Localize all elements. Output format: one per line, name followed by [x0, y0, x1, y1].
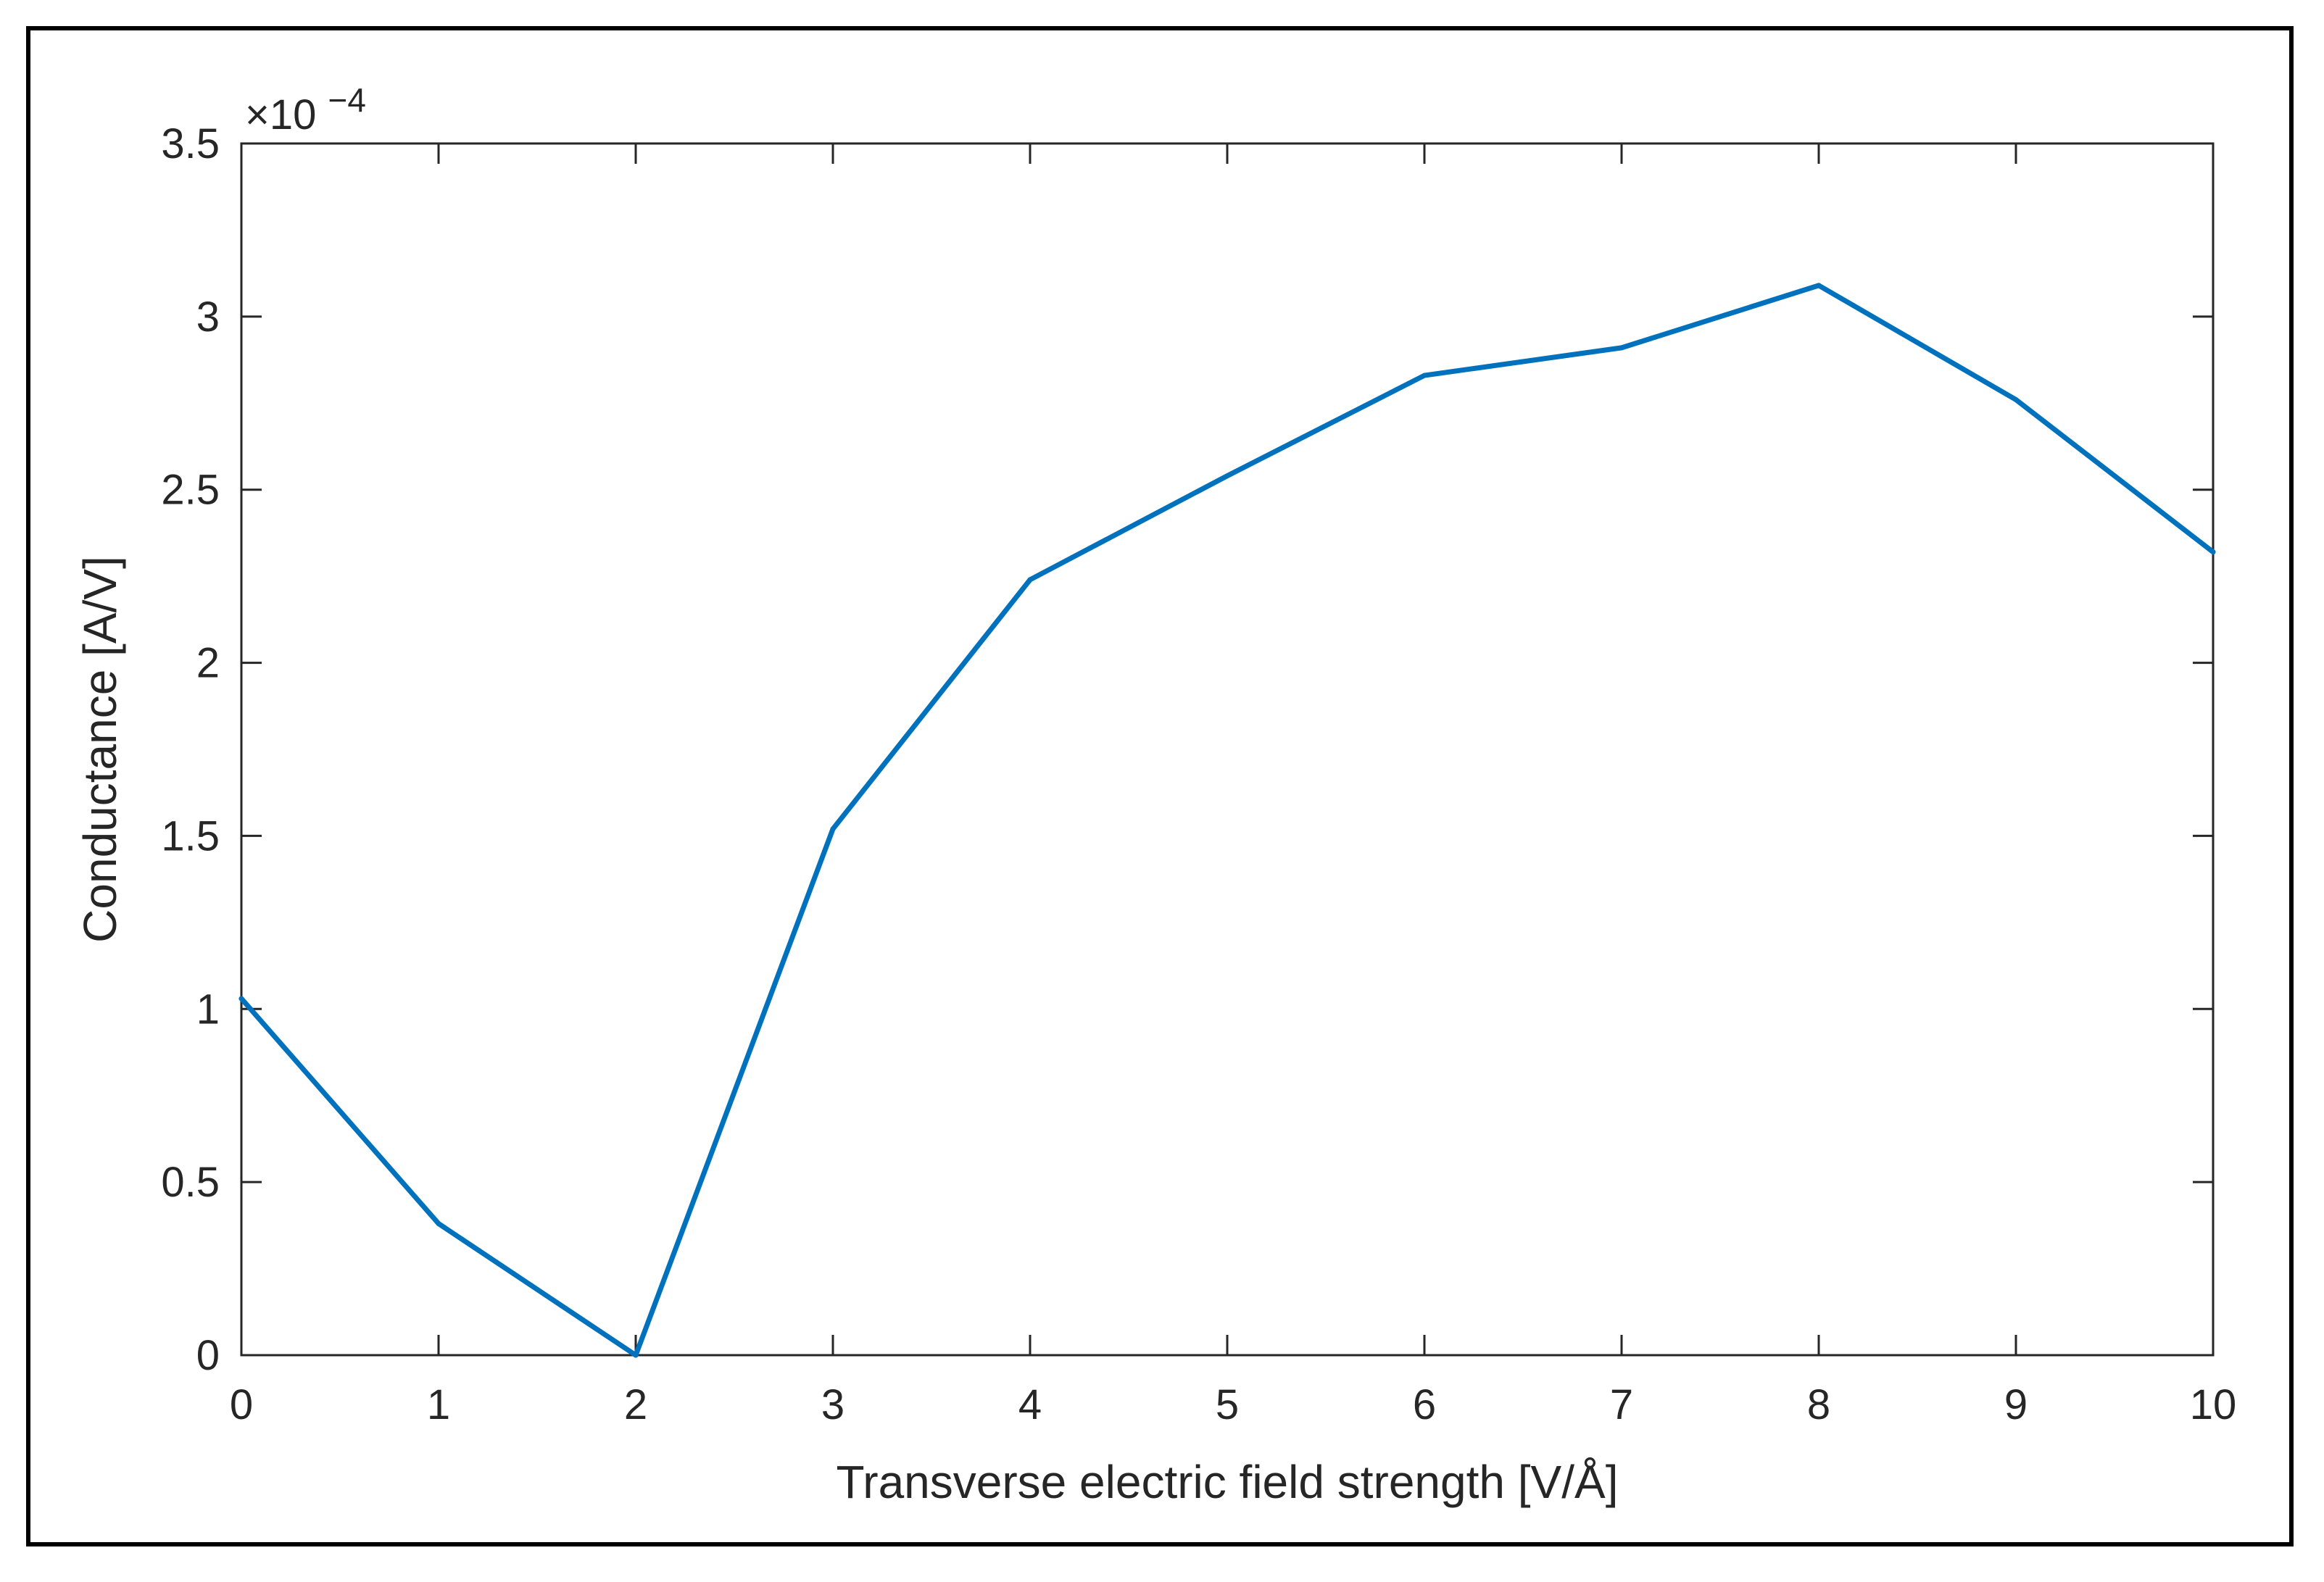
x-tick-label: 1 — [427, 1381, 450, 1428]
x-tick-label: 7 — [1610, 1381, 1633, 1428]
data-point — [633, 1352, 639, 1358]
data-point — [830, 826, 836, 832]
series-layer — [238, 283, 2216, 1358]
x-axis-title: Transverse electric field strength [V/Å] — [837, 1456, 1619, 1508]
plot-box — [240, 142, 2215, 1357]
data-point — [1422, 372, 1427, 378]
x-tick-label: 2 — [624, 1381, 647, 1428]
y-tick-label: 2 — [196, 640, 220, 687]
y-exponent-prefix: ×10 — [245, 91, 316, 138]
data-point — [1027, 577, 1033, 583]
data-point — [2013, 397, 2019, 403]
x-tick-label: 0 — [230, 1381, 253, 1428]
y-axis-title: Conductance [A/V] — [74, 556, 126, 943]
y-tick-label: 3 — [196, 293, 220, 341]
data-point — [1619, 345, 1624, 351]
data-point — [1224, 473, 1230, 479]
axis-ticks: 0 1 2 3 4 5 6 7 8 9 10 0 0.5 1 1.5 2 2.5 3 3.5 — [161, 120, 2236, 1428]
y-tick-label: 1.5 — [161, 812, 220, 859]
data-point — [1816, 283, 1822, 288]
plot-area — [240, 142, 2215, 1357]
x-tick-label: 4 — [1018, 1381, 1042, 1428]
y-exponent-power: −4 — [328, 81, 366, 119]
y-tick-label: 1 — [196, 986, 220, 1033]
y-axis-exponent: ×10 −4 — [245, 81, 366, 138]
x-tick-label: 5 — [1216, 1381, 1239, 1428]
y-tick-label: 2.5 — [161, 467, 220, 514]
x-tick-label: 3 — [821, 1381, 844, 1428]
y-tick-label: 3.5 — [161, 120, 220, 167]
x-tick-label: 8 — [1807, 1381, 1830, 1428]
y-tick-label: 0 — [196, 1332, 220, 1379]
data-point — [2210, 549, 2216, 555]
y-tick-label: 0.5 — [161, 1159, 220, 1206]
x-tick-label: 10 — [2190, 1381, 2237, 1428]
x-tick-label: 6 — [1413, 1381, 1436, 1428]
data-point — [436, 1220, 441, 1226]
data-point — [238, 996, 244, 1002]
x-tick-label: 9 — [2004, 1381, 2028, 1428]
axis-labels: Transverse electric field strength [V/Å]… — [74, 81, 1618, 1508]
